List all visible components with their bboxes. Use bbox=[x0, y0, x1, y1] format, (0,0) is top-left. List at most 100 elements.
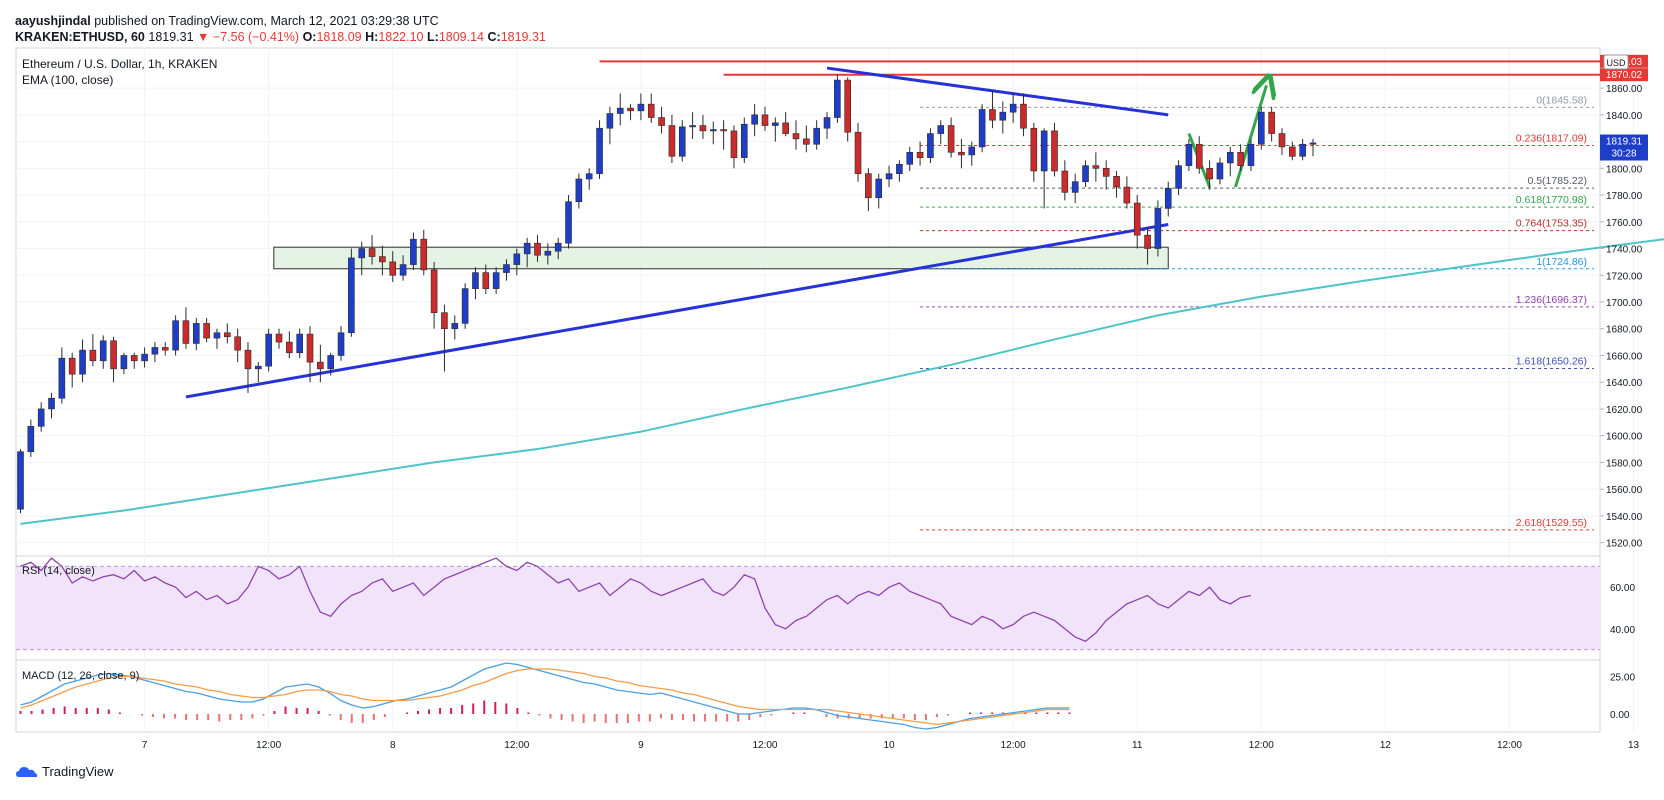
price-tag-label: 1819.31 bbox=[1606, 137, 1643, 148]
candle-body bbox=[937, 125, 945, 134]
candle-body bbox=[1268, 111, 1275, 134]
candle-body bbox=[1309, 142, 1317, 145]
y-tick-label: 1660.00 bbox=[1606, 351, 1643, 362]
y-tick-label: 1760.00 bbox=[1606, 218, 1643, 229]
candle-body bbox=[120, 355, 128, 370]
candle-body bbox=[627, 107, 634, 112]
last-price: 1819.31 bbox=[148, 30, 194, 44]
x-tick-label: 12:00 bbox=[752, 740, 777, 751]
candle-body bbox=[834, 79, 841, 118]
y-tick-label: 1600.00 bbox=[1606, 432, 1643, 443]
candle-body bbox=[1123, 186, 1131, 204]
candle-body bbox=[48, 397, 55, 410]
y-tick-label: 1540.00 bbox=[1606, 512, 1643, 523]
candle-body bbox=[792, 133, 800, 140]
publish-info: aayushjindal published on TradingView.co… bbox=[15, 14, 439, 28]
x-tick-label: 13 bbox=[1628, 740, 1640, 751]
candle-body bbox=[1154, 208, 1162, 249]
candle-body bbox=[1237, 151, 1244, 166]
cloud-logo-icon bbox=[16, 766, 38, 777]
rsi-line bbox=[20, 557, 1252, 643]
candle-body bbox=[1092, 165, 1100, 169]
y-tick-label: 1640.00 bbox=[1606, 378, 1643, 389]
candle-body bbox=[813, 127, 820, 145]
fib-level-label: 2.618(1529.55) bbox=[1516, 517, 1587, 529]
candle-body bbox=[430, 269, 438, 313]
macd-tick-label: 0.00 bbox=[1610, 710, 1630, 721]
candle-body bbox=[637, 103, 645, 112]
open-label: O: bbox=[302, 30, 317, 44]
candle-body bbox=[854, 131, 862, 174]
candle-body bbox=[1175, 165, 1182, 189]
candle-body bbox=[523, 242, 531, 255]
x-tick-label: 12:00 bbox=[1497, 740, 1522, 751]
tradingview-logo[interactable]: TradingView bbox=[16, 764, 114, 779]
currency-badge[interactable] bbox=[1603, 54, 1629, 70]
rsi-band bbox=[16, 566, 1600, 650]
price-tag-label: 1870.02 bbox=[1606, 70, 1643, 81]
candle-body bbox=[286, 341, 293, 354]
y-tick-label: 1740.00 bbox=[1606, 245, 1643, 256]
candle-body bbox=[1061, 170, 1069, 193]
candle-body bbox=[1082, 165, 1089, 182]
candle-body bbox=[79, 349, 86, 375]
candle-body bbox=[358, 248, 366, 259]
candle-body bbox=[306, 333, 314, 363]
y-tick-label: 1780.00 bbox=[1606, 191, 1643, 202]
x-tick-label: 9 bbox=[638, 740, 644, 751]
author-name[interactable]: aayushjindal bbox=[15, 14, 91, 28]
candle-body bbox=[151, 347, 159, 355]
brand-name: TradingView bbox=[42, 764, 114, 779]
price-tag bbox=[1600, 68, 1648, 82]
candle-body bbox=[1113, 176, 1120, 188]
y-tick-label: 1720.00 bbox=[1606, 271, 1643, 282]
rsi-pane[interactable] bbox=[16, 557, 1600, 651]
rsi-legend: RSI (14, close) bbox=[22, 565, 95, 577]
candle-body bbox=[554, 242, 562, 252]
candle-body bbox=[337, 332, 345, 356]
fib-level-label: 0.236(1817.09) bbox=[1516, 132, 1587, 144]
macd-pane[interactable] bbox=[19, 662, 1071, 730]
candle-body bbox=[461, 288, 469, 324]
symbol-name: KRAKEN:ETHUSD, 60 bbox=[15, 30, 145, 44]
price-pane[interactable] bbox=[17, 74, 1664, 525]
candle-body bbox=[182, 320, 190, 344]
y-tick-label: 1580.00 bbox=[1606, 458, 1643, 469]
x-tick-label: 12:00 bbox=[1249, 740, 1274, 751]
x-tick-label: 8 bbox=[390, 740, 396, 751]
candle-body bbox=[389, 261, 397, 276]
candle-body bbox=[275, 333, 283, 343]
fib-level-label: 0.618(1770.98) bbox=[1516, 194, 1587, 206]
high-value: 1822.10 bbox=[378, 30, 424, 44]
candle-body bbox=[451, 323, 459, 330]
x-tick-label: 12 bbox=[1380, 740, 1392, 751]
candle-body bbox=[234, 336, 241, 351]
candle-body bbox=[544, 250, 552, 256]
x-tick-label: 12:00 bbox=[1001, 740, 1026, 751]
macd-line bbox=[20, 662, 1070, 730]
candle-body bbox=[99, 340, 107, 362]
candle-body bbox=[534, 242, 541, 256]
candle-body bbox=[141, 353, 148, 362]
y-tick-label: 1520.00 bbox=[1606, 539, 1643, 550]
y-tick-label: 1680.00 bbox=[1606, 325, 1643, 336]
candle-body bbox=[647, 103, 655, 118]
candle-body bbox=[782, 122, 789, 134]
candle-body bbox=[1030, 127, 1038, 172]
candle-body bbox=[585, 173, 593, 180]
candle-body bbox=[875, 178, 883, 199]
candle-body bbox=[296, 333, 303, 354]
candle-body bbox=[172, 320, 179, 351]
annotation-layer: 0(1845.58) 0.236(1817.09) 0.5(1785.22) 0.61… bbox=[185, 60, 1600, 531]
candle-body bbox=[885, 173, 893, 180]
candle-body bbox=[1216, 162, 1224, 180]
macd-tick-label: 25.00 bbox=[1610, 673, 1635, 684]
fib-level-label: 1.618(1650.26) bbox=[1516, 355, 1587, 367]
close-value: 1819.31 bbox=[500, 30, 546, 44]
candle-body bbox=[68, 357, 76, 375]
x-tick-label: 10 bbox=[883, 740, 895, 751]
candle-body bbox=[1102, 168, 1110, 177]
candle-body bbox=[1133, 202, 1141, 236]
candle-body bbox=[740, 123, 748, 158]
